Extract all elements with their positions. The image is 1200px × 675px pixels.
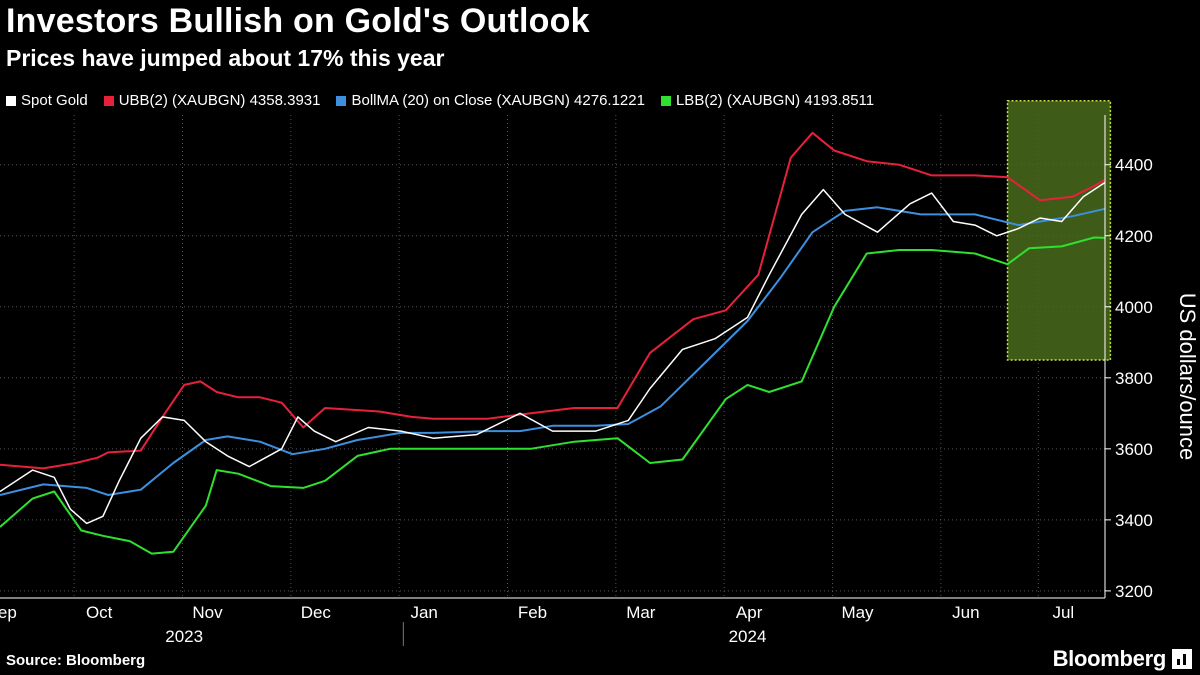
chart-title: Investors Bullish on Gold's Outlook [6, 2, 590, 40]
year-label-0: 2023 [165, 627, 203, 646]
x-tick-label-10: Jul [1052, 603, 1074, 622]
x-tick-label-6: Mar [626, 603, 656, 622]
y-tick-label-6: 4400 [1115, 156, 1153, 175]
legend-swatch-ubb [103, 95, 114, 106]
series-line-2 [0, 236, 1106, 555]
x-tick-label-1: Oct [86, 603, 113, 622]
chart-subtitle: Prices have jumped about 17% this year [6, 45, 445, 71]
source-note: Source: Bloomberg [6, 652, 146, 669]
legend-label-bollma: BollMA (20) on Close (XAUBGN) 4276.1221 [351, 92, 645, 109]
series-line-0 [0, 131, 1106, 470]
legend-item-bollma: BollMA (20) on Close (XAUBGN) 4276.1221 [336, 92, 645, 109]
legend-item-ubb: UBB(2) (XAUBGN) 4358.3931 [103, 92, 321, 109]
y-tick-label-1: 3400 [1115, 511, 1153, 530]
x-tick-label-4: Jan [410, 603, 437, 622]
legend-swatch-lbb [660, 95, 671, 106]
year-label-1: 2024 [729, 627, 767, 646]
series-line-1 [0, 206, 1106, 496]
legend-label-ubb: UBB(2) (XAUBGN) 4358.3931 [118, 92, 321, 109]
y-tick-label-4: 4000 [1115, 298, 1153, 317]
x-tick-label-2: Nov [192, 603, 223, 622]
legend-item-spot-gold: Spot Gold [6, 92, 88, 109]
x-tick-label-8: May [841, 603, 874, 622]
y-axis-title: US dollars/ounce [1175, 293, 1200, 461]
legend-swatch-bollma [336, 95, 347, 106]
y-tick-label-5: 4200 [1115, 227, 1153, 246]
y-tick-label-2: 3600 [1115, 440, 1153, 459]
brand-name: Bloomberg [1052, 646, 1167, 671]
x-tick-label-3: Dec [301, 603, 332, 622]
x-tick-label-5: Feb [518, 603, 547, 622]
x-tick-label-7: Apr [736, 603, 763, 622]
series-line-3 [0, 181, 1106, 525]
legend: Spot Gold UBB(2) (XAUBGN) 4358.3931 Boll… [6, 92, 874, 109]
highlight-box [1006, 100, 1112, 361]
legend-swatch-spot-gold [6, 95, 16, 106]
legend-label-lbb: LBB(2) (XAUBGN) 4193.8511 [675, 92, 875, 109]
legend-item-lbb: LBB(2) (XAUBGN) 4193.8511 [660, 92, 875, 109]
y-tick-label-3: 3800 [1115, 369, 1153, 388]
y-tick-label-0: 3200 [1115, 582, 1153, 601]
legend-label-spot-gold: Spot Gold [21, 92, 88, 109]
x-tick-label-9: Jun [952, 603, 979, 622]
x-tick-label-0: Sep [0, 603, 17, 622]
bloomberg-logo-icon [1172, 649, 1192, 669]
